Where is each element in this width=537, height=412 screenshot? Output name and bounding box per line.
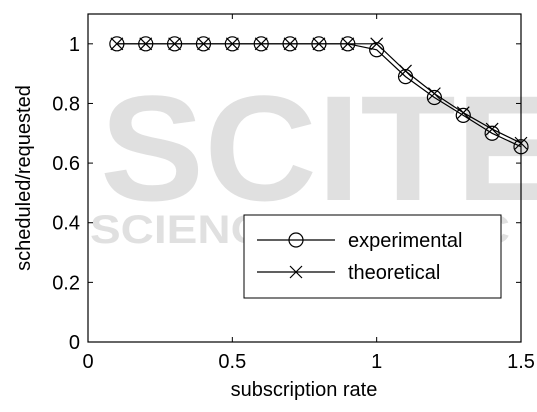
data-point-theoretical [514, 136, 528, 150]
data-point-theoretical [110, 37, 124, 51]
data-point-experimental [426, 89, 442, 106]
legend-marker-circle-icon [288, 232, 304, 248]
data-point-theoretical [399, 64, 412, 78]
data-point-theoretical [456, 106, 470, 120]
data-point-experimental [455, 107, 471, 123]
legend: experimental theoretical [243, 214, 502, 299]
data-point-theoretical [197, 37, 210, 51]
legend-label-theoretical: theoretical [348, 262, 440, 284]
y-tick-label: 0.6 [52, 153, 80, 175]
data-point-experimental [484, 125, 500, 141]
legend-label-experimental: experimental [348, 230, 463, 252]
y-axis-label: scheduled/requested [13, 85, 35, 271]
y-tick-label: 0.2 [52, 272, 80, 294]
y-tick-label: 0.8 [52, 93, 80, 115]
y-tick-label: 1 [69, 34, 80, 56]
x-axis-label: subscription rate [231, 379, 378, 401]
y-tick-label: 0.4 [52, 213, 80, 235]
data-point-theoretical [168, 37, 182, 51]
legend-marker-x-icon [289, 265, 303, 279]
series-layer [109, 36, 529, 155]
x-tick-label: 1.5 [507, 351, 535, 373]
y-tick-label: 0 [69, 332, 80, 354]
x-tick-label: 0 [82, 351, 93, 373]
data-point-theoretical [485, 122, 499, 136]
data-point-theoretical [139, 37, 153, 51]
data-point-theoretical [283, 37, 297, 51]
data-point-theoretical [254, 37, 268, 51]
legend-box [243, 214, 502, 299]
plot-area-frame [87, 13, 522, 343]
data-point-theoretical [341, 37, 355, 51]
data-point-theoretical [370, 37, 384, 51]
x-tick-label: 0.5 [218, 351, 246, 373]
x-tick-label: 1 [371, 351, 382, 373]
data-point-theoretical [427, 87, 441, 101]
data-point-theoretical [225, 37, 239, 51]
data-point-experimental [513, 139, 529, 155]
data-point-theoretical [312, 37, 326, 51]
axis-ticks: 0 0.5 1 1.5 0 0.2 0.4 0.6 0.8 1 [52, 14, 535, 373]
watermark-main: SCITE [100, 64, 537, 232]
